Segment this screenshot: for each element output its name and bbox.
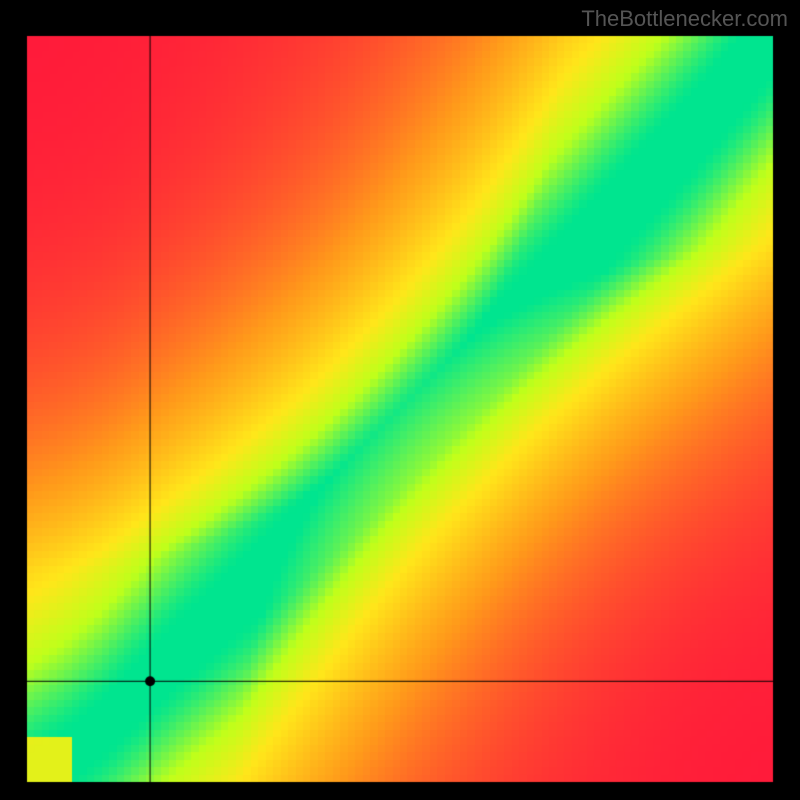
watermark-text: TheBottlenecker.com xyxy=(581,6,788,32)
bottleneck-heatmap-canvas xyxy=(0,0,800,800)
chart-container: TheBottlenecker.com xyxy=(0,0,800,800)
